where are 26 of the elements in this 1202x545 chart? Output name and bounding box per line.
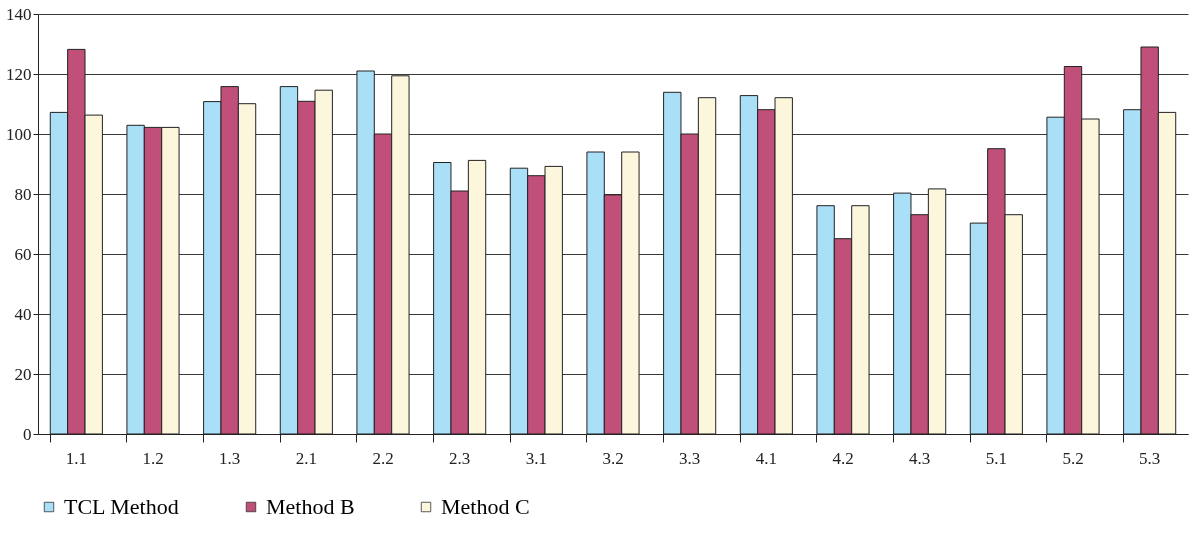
- x-tick-label: 1.3: [219, 448, 241, 468]
- y-tick-label: 100: [6, 124, 32, 144]
- x-tick-label: 4.2: [832, 448, 854, 468]
- x-tick-label: 3.2: [602, 448, 624, 468]
- legend-label: Method B: [266, 494, 355, 519]
- y-tick-label: 80: [14, 184, 32, 204]
- x-tick-label: 2.1: [295, 448, 317, 468]
- x-tick-label: 1.2: [142, 448, 164, 468]
- x-tick-label: 2.3: [449, 448, 471, 468]
- x-tick-label: 5.1: [985, 448, 1007, 468]
- x-tick-label: 2.2: [372, 448, 394, 468]
- legend-label: TCL Method: [64, 494, 179, 519]
- legend-label: Method C: [441, 494, 530, 519]
- y-tick-label: 20: [14, 364, 32, 384]
- y-tick-label: 60: [14, 244, 32, 264]
- x-tick-label: 4.3: [909, 448, 931, 468]
- y-tick-label: 120: [6, 64, 32, 84]
- x-tick-label: 3.1: [525, 448, 547, 468]
- y-tick-label: 140: [6, 4, 32, 24]
- x-tick-label: 4.1: [755, 448, 777, 468]
- x-tick-label: 3.3: [679, 448, 701, 468]
- y-tick-label: 40: [14, 304, 32, 324]
- x-tick-label: 1.1: [65, 448, 87, 468]
- y-tick-label: 0: [23, 424, 32, 444]
- x-tick-label: 5.2: [1062, 448, 1084, 468]
- x-tick-label: 5.3: [1139, 448, 1161, 468]
